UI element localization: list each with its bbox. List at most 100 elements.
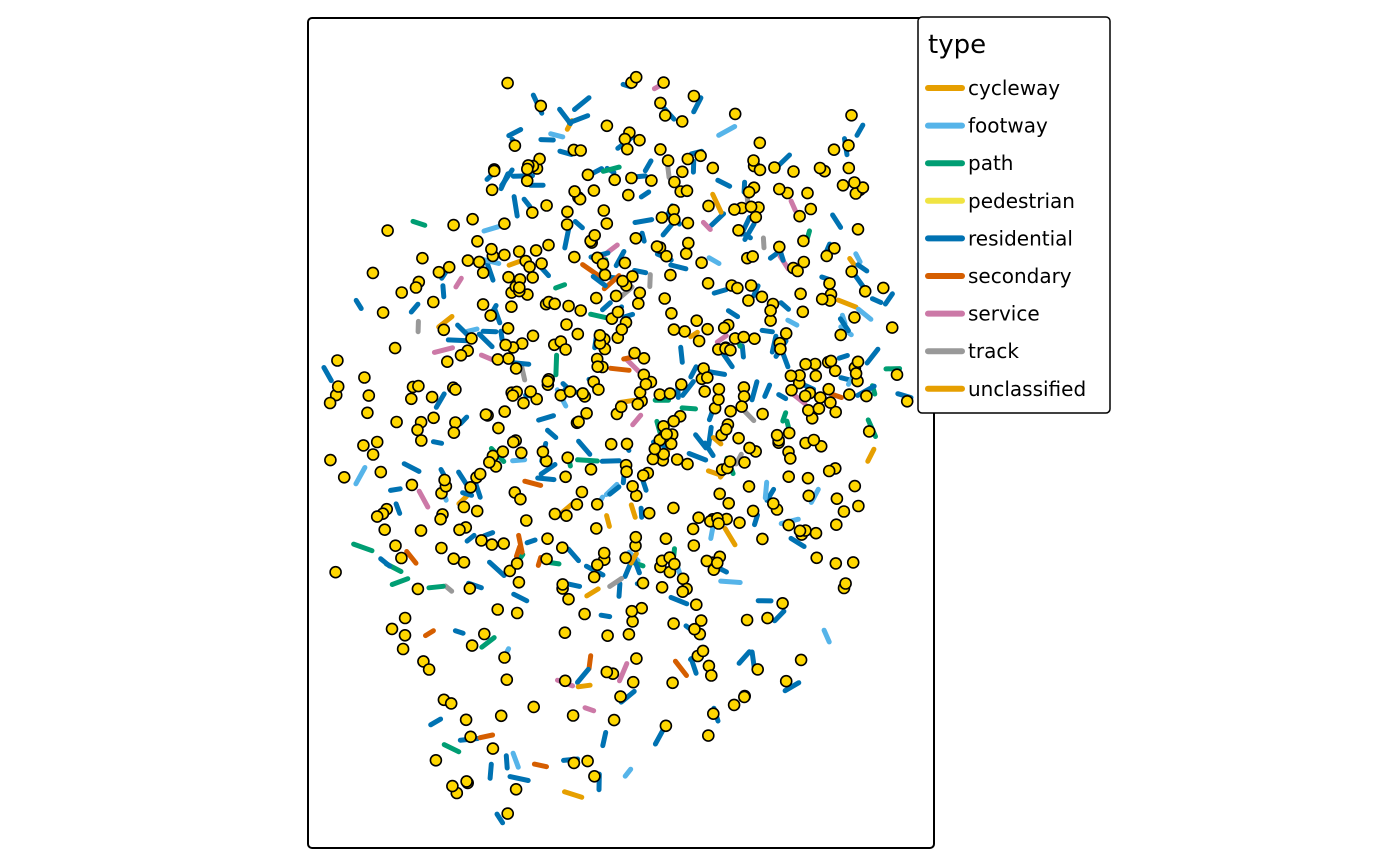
point-marker <box>560 509 573 523</box>
point-marker <box>499 338 512 352</box>
point-marker <box>589 522 603 535</box>
point-marker <box>323 396 337 410</box>
point-marker <box>744 279 758 292</box>
point-marker <box>471 235 484 248</box>
segment-cycleway <box>628 551 639 566</box>
point-marker <box>667 323 681 336</box>
point-marker <box>637 351 651 365</box>
segment-service <box>630 412 644 428</box>
point-marker <box>465 639 479 652</box>
point-marker <box>527 700 541 714</box>
point-marker <box>331 354 344 367</box>
segment-residential <box>583 563 606 578</box>
point-marker <box>813 161 827 175</box>
segment-residential <box>782 680 802 694</box>
point-marker <box>629 70 643 84</box>
point-marker <box>802 489 816 503</box>
point-marker <box>845 109 858 122</box>
segment-unclassified <box>688 329 700 340</box>
point-marker <box>824 396 837 409</box>
point-marker <box>625 171 638 185</box>
point-marker <box>836 179 850 192</box>
segment-residential <box>498 171 511 192</box>
point-marker <box>536 445 550 459</box>
point-marker <box>667 501 680 515</box>
segment-residential <box>652 727 666 747</box>
segment-residential <box>511 194 520 219</box>
segment-residential <box>882 291 895 307</box>
legend-label-secondary: secondary <box>968 264 1072 288</box>
point-marker <box>429 753 443 767</box>
point-marker <box>587 570 601 584</box>
segment-residential <box>564 581 583 589</box>
point-marker <box>655 580 669 594</box>
point-marker <box>540 552 553 566</box>
segment-path <box>780 410 789 424</box>
point-marker <box>629 232 643 245</box>
segment-residential <box>536 413 556 423</box>
point-marker <box>446 779 459 793</box>
point-marker <box>370 435 384 449</box>
point-marker <box>453 523 466 537</box>
point-marker <box>502 270 515 284</box>
point-marker <box>597 546 611 560</box>
segment-residential <box>869 296 884 305</box>
point-marker <box>659 719 673 733</box>
point-marker <box>876 281 890 295</box>
point-marker <box>842 139 855 152</box>
point-marker <box>568 185 581 198</box>
point-marker <box>508 139 522 152</box>
segment-cycleway <box>562 789 585 800</box>
segment-residential <box>638 189 652 200</box>
point-marker <box>654 143 667 156</box>
point-marker <box>676 585 690 599</box>
segment-secondary <box>608 365 632 373</box>
point-marker <box>593 328 607 342</box>
point-marker <box>724 343 737 357</box>
segment-residential <box>693 432 709 451</box>
segment-residential <box>607 484 622 497</box>
point-marker <box>659 532 673 546</box>
segment-residential <box>572 95 592 112</box>
segment-cycleway <box>604 513 612 529</box>
point-marker <box>438 473 451 487</box>
point-marker <box>668 175 681 189</box>
point-marker <box>770 428 784 442</box>
point-marker <box>862 425 876 438</box>
point-marker <box>562 592 575 606</box>
point-marker <box>620 465 633 479</box>
point-marker <box>731 281 744 295</box>
point-marker <box>562 299 575 313</box>
point-marker <box>664 268 677 282</box>
point-marker <box>601 629 614 643</box>
segment-residential <box>562 226 572 251</box>
segment-footway <box>762 479 770 501</box>
point-marker <box>398 628 412 642</box>
point-marker <box>357 439 370 452</box>
point-marker <box>761 611 774 625</box>
segment-service <box>453 275 464 290</box>
point-marker <box>810 551 824 565</box>
point-marker <box>829 557 843 570</box>
segment-residential <box>709 211 727 228</box>
point-marker <box>827 143 841 156</box>
legend-label-pedestrian: pedestrian <box>968 189 1075 213</box>
point-marker <box>519 514 533 527</box>
point-marker <box>630 652 643 665</box>
segment-residential <box>678 344 685 365</box>
point-marker <box>793 209 806 223</box>
point-marker <box>668 557 681 571</box>
point-marker <box>447 218 460 232</box>
point-marker <box>845 265 859 278</box>
point-marker <box>512 575 526 589</box>
point-marker <box>388 341 402 355</box>
point-marker <box>484 309 498 322</box>
point-marker <box>444 697 458 710</box>
segment-residential <box>492 306 503 326</box>
point-marker <box>700 371 714 384</box>
point-marker <box>498 248 511 262</box>
segment-residential <box>576 438 593 457</box>
point-marker <box>621 188 635 202</box>
segment-residential <box>353 297 364 311</box>
point-marker <box>690 314 704 328</box>
